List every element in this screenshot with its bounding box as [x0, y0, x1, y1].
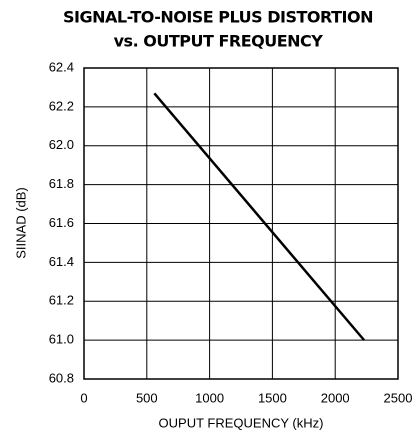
y-axis-label: SIINAD (dB)	[13, 187, 28, 259]
y-tick-label: 61.6	[49, 215, 74, 230]
x-axis-label: OUPUT FREQUENCY (kHz)	[159, 415, 324, 430]
x-tick-label: 0	[80, 390, 87, 405]
y-tick-label: 62.2	[49, 98, 74, 113]
x-tick-label: 1000	[195, 390, 224, 405]
y-tick-label: 62.4	[49, 59, 74, 74]
x-tick-label: 500	[136, 390, 158, 405]
chart-title: SIGNAL-TO-NOISE PLUS DISTORTION	[63, 8, 373, 27]
x-tick-label: 2500	[384, 390, 413, 405]
y-tick-label: 61.0	[49, 332, 74, 347]
data-line	[153, 92, 366, 341]
x-tick-label: 2000	[321, 390, 350, 405]
chart-title: vs. OUTPUT FREQUENCY	[114, 32, 324, 51]
x-tick-label: 1500	[258, 390, 287, 405]
y-tick-label: 61.8	[49, 176, 74, 191]
y-tick-label: 62.0	[49, 137, 74, 152]
y-tick-label: 61.4	[49, 254, 74, 269]
y-tick-label: 60.8	[49, 370, 74, 385]
y-tick-label: 61.2	[49, 293, 74, 308]
